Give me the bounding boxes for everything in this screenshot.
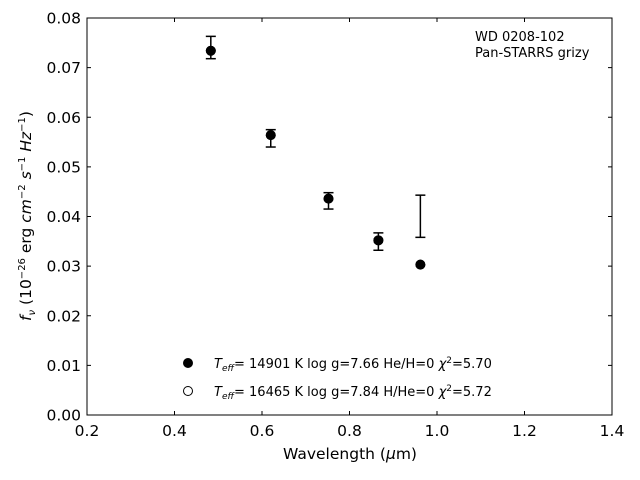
x-tick-label: 0.2 [75, 422, 100, 440]
y-tick-label: 0.07 [46, 59, 81, 77]
axis-ticks: 0.2 0.4 0.6 0.8 1.0 1.2 1.4 0.00 0.01 0.02 0.03 0.0… [46, 10, 624, 441]
model-point-open [415, 259, 426, 270]
x-tick-label: 1.4 [600, 422, 625, 440]
y-axis-title: fν (10−26 erg cm−2 s−1 Hz−1) [17, 111, 38, 321]
legend-label: Teff= 16465 K log g=7.84 H/He=0 χ2=5.72 [214, 384, 492, 402]
model-point-open [205, 45, 216, 56]
data-marks [205, 35, 426, 270]
legend: Teff= 14901 K log g=7.66 He/H=0 χ2=5.70 T… [183, 356, 492, 402]
model-point-open [373, 235, 384, 246]
y-tick-label: 0.06 [46, 109, 81, 127]
y-tick-label: 0.02 [46, 307, 81, 325]
x-tick-label: 1.2 [512, 422, 537, 440]
y-tick-label: 0.03 [46, 258, 81, 276]
x-tick-label: 0.8 [337, 422, 362, 440]
x-tick-label: 1.0 [425, 422, 450, 440]
legend-marker-open [183, 386, 193, 396]
model-point-open [323, 193, 334, 204]
model-point-open [265, 130, 276, 141]
x-tick-label: 0.4 [162, 422, 187, 440]
annotation-object: WD 0208-102 [475, 30, 565, 45]
legend-label: Teff= 14901 K log g=7.66 He/H=0 χ2=5.70 [214, 356, 492, 374]
plot-area [86, 17, 613, 416]
error-bar [415, 194, 426, 239]
y-tick-label: 0.08 [46, 10, 81, 28]
y-tick-label: 0.05 [46, 158, 81, 176]
x-axis-title: Wavelength (μm) [283, 445, 417, 463]
legend-marker-filled [183, 358, 193, 368]
y-tick-label: 0.01 [46, 357, 81, 375]
x-tick-label: 0.6 [250, 422, 275, 440]
annotation-survey: Pan-STARRS grizy [475, 46, 590, 61]
y-tick-label: 0.04 [46, 208, 81, 226]
y-tick-label: 0.00 [46, 407, 81, 425]
